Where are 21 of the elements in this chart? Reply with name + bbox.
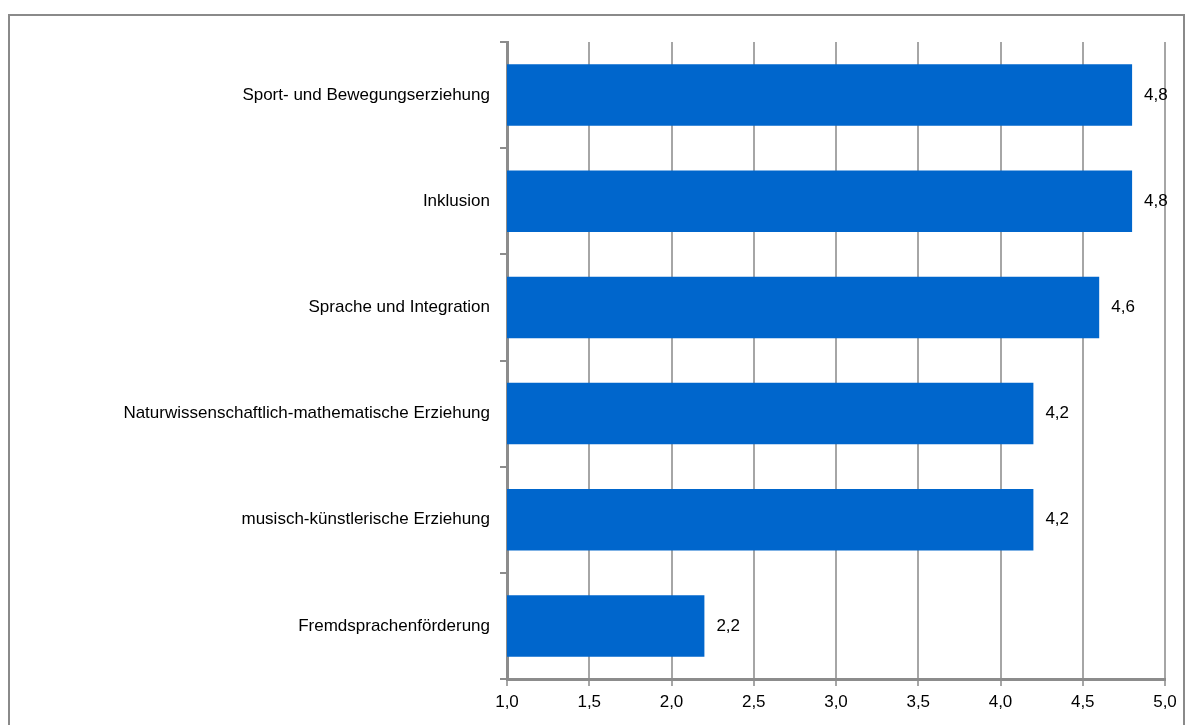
data-label: 4,6 (1111, 297, 1135, 317)
x-tick-label: 2,5 (741, 691, 766, 711)
data-label: 4,2 (1045, 403, 1070, 423)
x-tick-label: 3,5 (906, 691, 931, 711)
data-label: 4,8 (1144, 84, 1168, 104)
y-tick-label: Fremdsprachenförderung (298, 615, 490, 635)
y-tick-label: Sprache und Integration (308, 297, 490, 317)
x-tick-label: 4,5 (1070, 691, 1095, 711)
y-tick-label: Sport- und Bewegungserziehung (242, 84, 490, 104)
y-tick-label: musisch-künstlerische Erziehung (241, 509, 490, 529)
x-tick-label: 1,0 (495, 691, 519, 711)
data-label: 2,2 (716, 615, 741, 635)
data-label: 4,2 (1045, 509, 1070, 529)
y-tick-label: Inklusion (422, 190, 490, 210)
x-tick-label: 1,5 (577, 691, 602, 711)
x-tick-label: 2,0 (659, 691, 684, 711)
data-label: 4,8 (1144, 190, 1168, 210)
x-tick-label: 4,0 (988, 691, 1013, 711)
x-tick-label: 5,0 (1153, 691, 1177, 711)
x-tick-label: 3,0 (824, 691, 848, 711)
y-tick-label: Naturwissenschaftlich-mathematische Erziehung (123, 403, 490, 423)
